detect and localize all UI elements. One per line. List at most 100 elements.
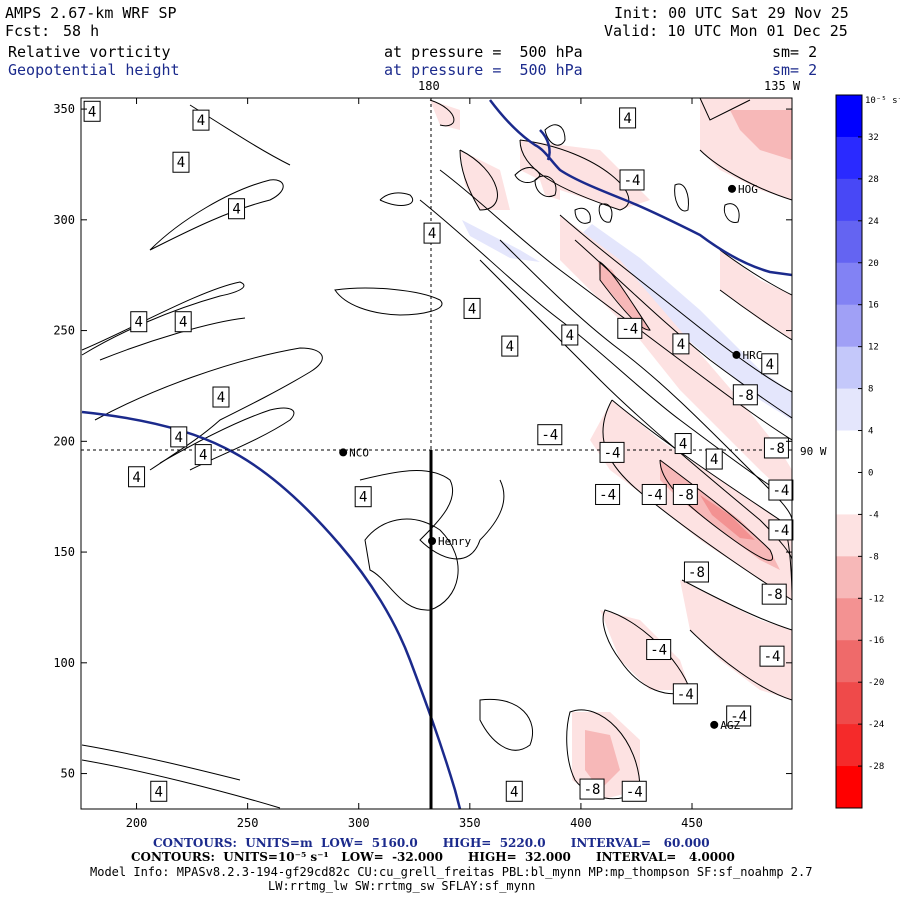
colorbar-label: -20 xyxy=(868,678,884,688)
x-tick-label: 250 xyxy=(237,816,259,830)
contour-label-box xyxy=(759,645,785,667)
station-label: Henry xyxy=(438,535,471,548)
contour-label-box xyxy=(761,583,787,605)
contour-label: -4 xyxy=(641,483,667,505)
station-marker xyxy=(428,536,437,545)
contour-label-text: 4 xyxy=(197,113,205,129)
vorticity-contour xyxy=(379,192,413,206)
contour-label: -8 xyxy=(761,583,787,605)
contour-label: 4 xyxy=(130,311,148,333)
station-marker xyxy=(710,720,719,729)
colorbar-segment xyxy=(836,598,862,641)
colorbar-label: 4 xyxy=(868,427,873,437)
contour-label-box xyxy=(228,198,246,220)
station-marker xyxy=(728,184,737,193)
vorticity-contour xyxy=(149,179,284,251)
contour-label: -4 xyxy=(537,424,563,446)
init-time: Init: 00 UTC Sat 29 Nov 25 xyxy=(614,4,849,22)
negative-vorticity-band xyxy=(520,140,650,210)
valid-time: Valid: 10 UTC Mon 01 Dec 25 xyxy=(604,22,848,40)
negative-vorticity-band xyxy=(585,730,620,790)
contour-label-text: 4 xyxy=(175,430,183,446)
colorbar-label: 0 xyxy=(868,468,873,478)
contour-label: 4 xyxy=(192,109,210,131)
colorbar-segment xyxy=(836,346,862,390)
contour-label-box xyxy=(423,222,441,244)
vorticity-contour xyxy=(719,249,792,296)
contour-label: -4 xyxy=(595,483,621,505)
negative-vorticity-band xyxy=(720,250,792,340)
x-tick-label: 300 xyxy=(348,816,370,830)
contour-label: -4 xyxy=(617,317,643,339)
contour-label-box xyxy=(501,335,519,357)
contour-label: -8 xyxy=(763,437,789,459)
field1-level: at pressure = 500 hPa xyxy=(384,43,583,61)
field1-smoothing: sm= 2 xyxy=(772,43,818,61)
contour-label: 4 xyxy=(463,297,481,319)
negative-vorticity-band xyxy=(700,495,755,540)
contour-label: 4 xyxy=(705,448,723,470)
vorticity-contour xyxy=(479,698,533,751)
contour-labels: 4 4 4 4 4 4 4 4 4 4 4 4 4 4 4 4 4 4 4 4 4 4 -4 -4 -4 -4 -4 -4 -4 -4 -4… xyxy=(83,100,794,802)
contour-label-text: 4 xyxy=(468,301,476,317)
contour-label: -4 xyxy=(759,645,785,667)
colorbar-segment xyxy=(836,220,862,264)
contour-label-text: 4 xyxy=(677,337,685,353)
x-tick-label: 450 xyxy=(681,816,703,830)
negative-vorticity-band xyxy=(730,110,792,160)
contour-label-text: -8 xyxy=(768,441,785,457)
axes: 200 250 300 350 400 450 350 300 250 200 150 100 50 xyxy=(53,98,792,830)
vorticity-contour xyxy=(519,139,630,211)
contour-label-text: 4 xyxy=(766,357,774,373)
contour-label: -8 xyxy=(672,483,698,505)
colorbar-label: 28 xyxy=(868,175,879,185)
colorbar-segment xyxy=(836,682,862,725)
contour-label-box xyxy=(130,311,148,333)
station-label: NCO xyxy=(349,446,369,459)
forecast-value: 58 h xyxy=(63,22,100,40)
vorticity-contour xyxy=(359,470,505,560)
colorbar-segment xyxy=(836,472,862,515)
contour-label-text: -4 xyxy=(772,523,789,539)
contour-label: -4 xyxy=(646,639,672,661)
contour-label-text: 4 xyxy=(359,490,367,506)
contour-label-box xyxy=(646,639,672,661)
colorbar-segment xyxy=(836,136,862,180)
contour-label-box xyxy=(619,107,637,129)
contour-label: -8 xyxy=(579,778,605,800)
station-label: HRC xyxy=(742,349,762,362)
colorbar-label: -4 xyxy=(868,510,879,520)
vorticity-contour xyxy=(94,347,323,471)
negative-vorticity-band xyxy=(600,610,690,690)
contour-label-box xyxy=(641,483,667,505)
stations: NCO Henry HRC HOG AGZ xyxy=(339,183,762,732)
contour-label-box xyxy=(194,444,212,466)
colorbar-segment xyxy=(836,724,862,767)
contour-label-text: 4 xyxy=(177,155,185,171)
contour-label-box xyxy=(621,780,647,802)
height-contour-info: CONTOURS: UNITS=m LOW= 5160.0 HIGH= 5220… xyxy=(153,836,710,850)
contour-label-text: 4 xyxy=(428,226,436,242)
contour-label-text: -4 xyxy=(624,173,641,189)
contour-label-box xyxy=(463,297,481,319)
vorticity-contour xyxy=(723,203,740,224)
contour-label: -4 xyxy=(768,479,794,501)
vorticity-contour xyxy=(566,709,641,800)
vorticity-contour xyxy=(334,287,443,316)
vorticity-contour-info: CONTOURS: UNITS=10⁻⁵ s⁻¹ LOW= -32.000 HI… xyxy=(131,850,735,864)
contour-label-box xyxy=(599,441,625,463)
field2-level: at pressure = 500 hPa xyxy=(384,61,583,79)
contour-label-box xyxy=(705,448,723,470)
x-tick-label: 200 xyxy=(126,816,148,830)
contour-label: -8 xyxy=(732,384,758,406)
colorbar-label: 16 xyxy=(868,301,879,311)
contour-label-text: -4 xyxy=(650,643,667,659)
contour-label: 4 xyxy=(174,311,192,333)
contour-label-box xyxy=(761,353,779,375)
contour-label-box xyxy=(683,561,709,583)
contour-label-box xyxy=(537,424,563,446)
negative-vorticity-band xyxy=(598,262,650,330)
contour-label-text: -4 xyxy=(541,428,558,444)
contour-label: -4 xyxy=(672,683,698,705)
contour-label-box xyxy=(617,317,643,339)
